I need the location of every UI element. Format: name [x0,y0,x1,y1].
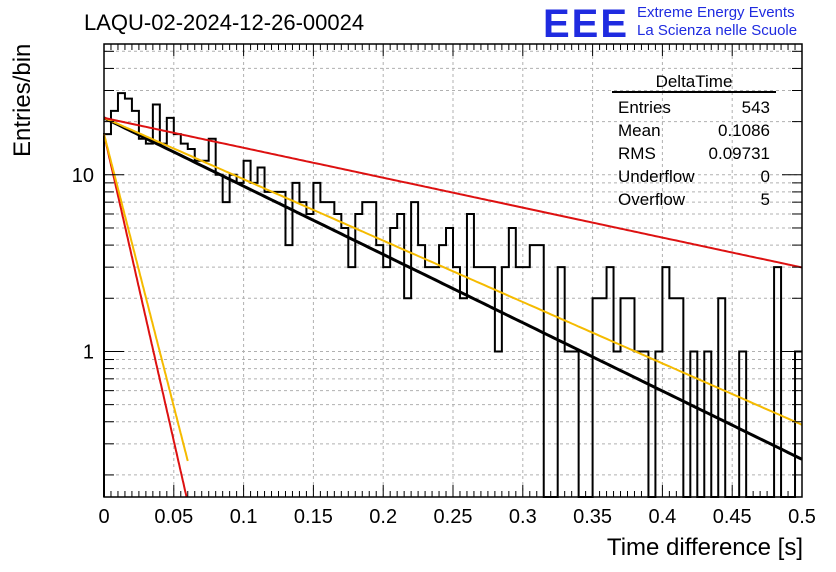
stats-label: RMS [618,144,656,163]
stats-value: 543 [741,98,770,117]
x-tick-label: 0.35 [573,506,612,528]
logo-caption: Extreme Energy Events La Scienza nelle S… [637,4,797,40]
stats-label: Entries [618,98,671,117]
stats-row-underflow: Underflow 0 [612,165,776,188]
eee-logo: EEE [543,2,630,46]
x-axis-label: Time difference [s] [606,534,803,561]
x-tick-label: 0.3 [509,506,537,528]
stats-title: DeltaTime [612,73,776,93]
x-tick-label: 0.1 [230,506,258,528]
stats-value: 0.09731 [708,144,770,163]
axes: 0 0.05 0.1 0.15 0.2 0.25 0.3 0.35 0.4 0.45 0.5 1 10 [72,43,816,528]
logo-line-1: Extreme Energy Events [637,4,795,21]
x-tick-label: 0.05 [154,506,193,528]
stats-label: Overflow [618,190,686,209]
logo-line-2: La Scienza nelle Scuole [637,22,798,39]
stats-label: Underflow [618,167,695,186]
x-tick-label: 0 [98,506,109,528]
stats-value: 0 [760,167,770,186]
chart-title: LAQU-02-2024-12-26-00024 [84,10,365,35]
x-tick-label: 0.25 [434,506,473,528]
histogram-outline [103,92,802,498]
stats-row-overflow: Overflow 5 [612,188,776,211]
stats-value: 5 [760,190,770,209]
fit-curve-1 [103,116,803,426]
fit-curve-3 [103,133,188,498]
x-tick-label: 0.45 [713,506,752,528]
y-tick-label: 10 [72,165,94,187]
x-tick-label: 0.15 [294,506,333,528]
y-axis-label: Entries/bin [9,43,36,157]
stats-row-mean: Mean 0.1086 [612,119,776,142]
grid-lines [104,44,802,497]
histogram [103,92,802,498]
stats-row-rms: RMS 0.09731 [612,142,776,165]
stats-value: 0.1086 [718,121,770,140]
stats-box: DeltaTime Entries 543 Mean 0.1086 RMS 0.… [612,73,776,211]
stats-label: Mean [618,121,661,140]
x-tick-label: 0.4 [648,506,676,528]
x-tick-label: 0.5 [788,506,816,528]
stats-row-entries: Entries 543 [612,96,776,119]
fit-curve-0 [103,116,803,461]
fit-curves [103,116,803,498]
y-tick-label: 1 [83,341,94,363]
x-tick-label: 0.2 [369,506,397,528]
fit-curve-4 [103,133,189,462]
plot-frame [103,43,803,498]
fit-curve-2 [103,116,803,269]
